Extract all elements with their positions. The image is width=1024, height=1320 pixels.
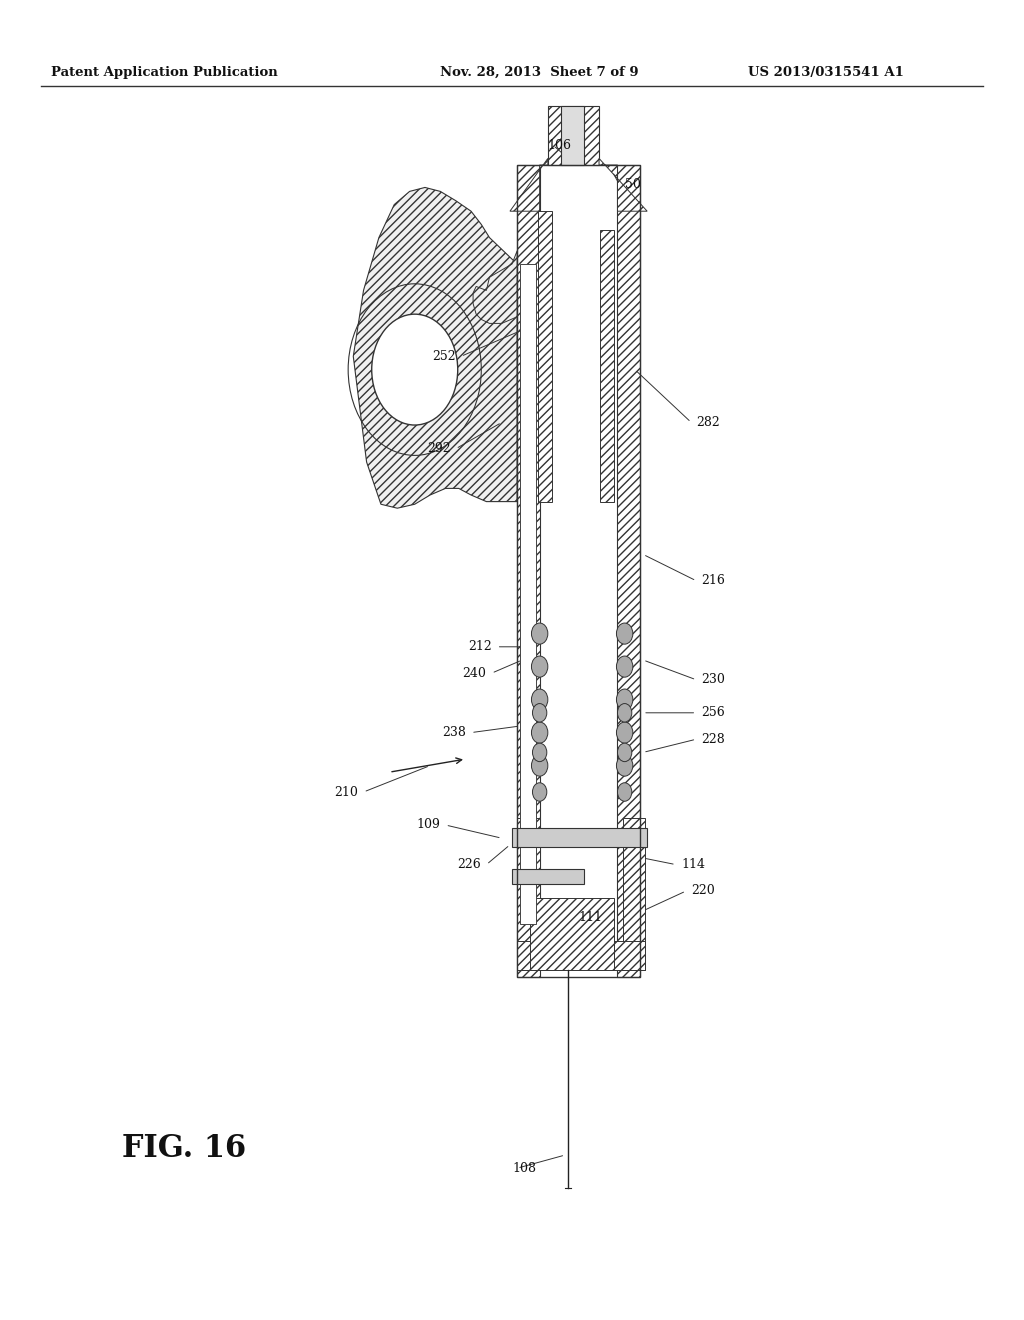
Bar bbox=[530, 898, 614, 970]
Text: 238: 238 bbox=[442, 726, 466, 739]
Bar bbox=[517, 165, 640, 977]
Bar bbox=[520, 264, 536, 924]
Circle shape bbox=[617, 783, 632, 801]
Bar bbox=[538, 211, 552, 502]
Polygon shape bbox=[548, 106, 599, 165]
Text: 216: 216 bbox=[701, 574, 725, 587]
Circle shape bbox=[616, 623, 633, 644]
Circle shape bbox=[532, 704, 547, 722]
Circle shape bbox=[616, 722, 633, 743]
Circle shape bbox=[531, 689, 548, 710]
Circle shape bbox=[532, 743, 547, 762]
Text: 50: 50 bbox=[625, 178, 641, 191]
Circle shape bbox=[616, 755, 633, 776]
Text: 114: 114 bbox=[681, 858, 705, 871]
Polygon shape bbox=[599, 158, 647, 211]
Polygon shape bbox=[353, 187, 517, 508]
Text: 106: 106 bbox=[548, 139, 571, 152]
Circle shape bbox=[617, 743, 632, 762]
Circle shape bbox=[616, 689, 633, 710]
Text: US 2013/0315541 A1: US 2013/0315541 A1 bbox=[748, 66, 903, 79]
Text: 230: 230 bbox=[701, 673, 725, 686]
Text: 240: 240 bbox=[463, 667, 486, 680]
Bar bbox=[512, 869, 584, 884]
Bar bbox=[623, 818, 645, 970]
Circle shape bbox=[532, 783, 547, 801]
Bar bbox=[617, 165, 640, 977]
Polygon shape bbox=[473, 251, 517, 323]
Bar bbox=[517, 165, 540, 977]
Circle shape bbox=[372, 314, 458, 425]
Circle shape bbox=[617, 704, 632, 722]
Text: 108: 108 bbox=[512, 1162, 536, 1175]
Circle shape bbox=[531, 755, 548, 776]
Text: 226: 226 bbox=[458, 858, 481, 871]
Polygon shape bbox=[510, 158, 548, 211]
Circle shape bbox=[616, 656, 633, 677]
Circle shape bbox=[531, 623, 548, 644]
Text: 256: 256 bbox=[701, 706, 725, 719]
Text: Patent Application Publication: Patent Application Publication bbox=[51, 66, 278, 79]
Text: Nov. 28, 2013  Sheet 7 of 9: Nov. 28, 2013 Sheet 7 of 9 bbox=[440, 66, 639, 79]
Circle shape bbox=[531, 656, 548, 677]
Text: 109: 109 bbox=[417, 818, 440, 832]
Text: FIG. 16: FIG. 16 bbox=[122, 1133, 247, 1164]
Text: 210: 210 bbox=[335, 785, 358, 799]
Text: 252: 252 bbox=[432, 350, 456, 363]
Polygon shape bbox=[561, 106, 584, 165]
Text: 282: 282 bbox=[696, 416, 720, 429]
Bar bbox=[517, 818, 540, 970]
Circle shape bbox=[531, 722, 548, 743]
Text: 220: 220 bbox=[691, 884, 715, 898]
Text: 212: 212 bbox=[468, 640, 492, 653]
Text: 292: 292 bbox=[427, 442, 451, 455]
Bar bbox=[517, 941, 645, 970]
Text: 228: 228 bbox=[701, 733, 725, 746]
Bar bbox=[512, 828, 647, 847]
Bar bbox=[600, 230, 614, 502]
Text: 111: 111 bbox=[579, 911, 602, 924]
